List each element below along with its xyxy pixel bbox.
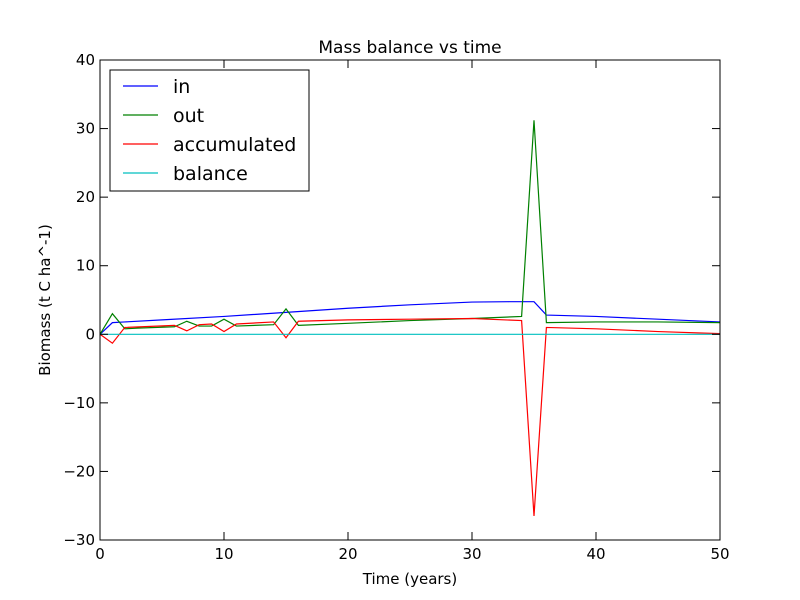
legend-label-in: in	[173, 76, 190, 98]
y-tick-label: −20	[63, 462, 95, 480]
y-tick-label: 0	[85, 325, 95, 343]
y-tick-label: 20	[76, 188, 95, 206]
legend: in out accumulated balance	[109, 69, 310, 192]
y-tick-label: −30	[63, 531, 95, 549]
series-line-out	[99, 120, 721, 335]
y-axis-label: Biomass (t C ha^-1)	[36, 224, 54, 376]
series-line-accumulated	[99, 317, 721, 517]
x-tick-label: 0	[95, 545, 105, 563]
legend-box	[109, 69, 310, 192]
legend-label-out: out	[173, 105, 204, 127]
chart-title: Mass balance vs time	[318, 38, 501, 58]
x-tick-label: 40	[586, 545, 605, 563]
y-axis: −30 −20 −10 0 10 20 30 40	[63, 51, 720, 549]
series-layer	[99, 120, 721, 517]
y-tick-label: 40	[76, 51, 95, 69]
legend-label-accumulated: accumulated	[173, 134, 296, 156]
x-axis-label: Time (years)	[362, 570, 457, 588]
x-tick-label: 30	[462, 545, 481, 563]
x-axis: 0 10 20 30 40 50	[95, 60, 730, 563]
x-tick-label: 10	[214, 545, 233, 563]
y-tick-label: 10	[76, 257, 95, 275]
x-tick-label: 50	[710, 545, 729, 563]
legend-label-balance: balance	[173, 163, 248, 185]
plot-frame	[99, 59, 721, 541]
y-tick-label: −10	[63, 394, 95, 412]
series-line-in	[99, 301, 721, 335]
x-tick-label: 20	[338, 545, 357, 563]
y-tick-label: 30	[76, 120, 95, 138]
